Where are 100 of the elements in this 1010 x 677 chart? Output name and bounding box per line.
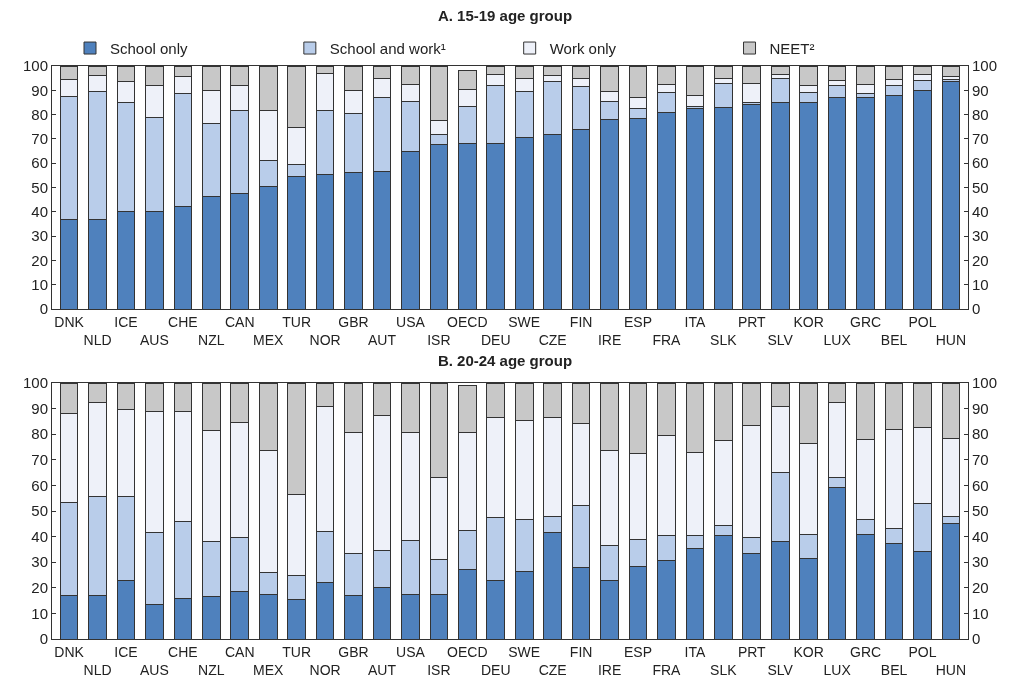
x-tick-label: IRE bbox=[597, 332, 622, 348]
x-tick-label: POL bbox=[908, 313, 937, 330]
x-tick-label: CHE bbox=[168, 313, 198, 330]
legend-label: NEET² bbox=[769, 39, 815, 57]
y2-tick-label: 100 bbox=[972, 57, 998, 75]
x-tick-label: DEU bbox=[481, 332, 511, 348]
x-tick-label: IRE bbox=[597, 662, 622, 677]
x-tick-label: GRC bbox=[850, 643, 882, 660]
x-tick-label: KOR bbox=[793, 313, 824, 330]
x-tick-label: SLK bbox=[710, 332, 738, 348]
y2-tick-label: 80 bbox=[972, 425, 989, 443]
y2-tick-label: 40 bbox=[972, 203, 989, 221]
x-tick-label: FRA bbox=[652, 662, 682, 677]
y-tick-label: 20 bbox=[31, 251, 48, 269]
x-tick-label: AUT bbox=[367, 662, 397, 677]
y-tick-label: 10 bbox=[31, 275, 48, 293]
x-tick-label: TUR bbox=[282, 313, 312, 330]
y2-tick-label: 0 bbox=[972, 630, 981, 648]
y-tick-label: 100 bbox=[22, 374, 48, 392]
x-tick-label: LUX bbox=[823, 332, 852, 348]
y-tick-label: 90 bbox=[31, 81, 48, 99]
y-tick-label: 10 bbox=[31, 604, 48, 622]
x-tick-label: OECD bbox=[447, 643, 488, 660]
y-tick-label: 40 bbox=[31, 527, 48, 545]
x-tick-label: FRA bbox=[652, 332, 682, 348]
x-tick-label: ISR bbox=[427, 332, 451, 348]
x-tick-label: PRT bbox=[737, 643, 767, 660]
x-tick-label: AUS bbox=[140, 662, 169, 677]
x-tick-label: HUN bbox=[935, 662, 967, 677]
y2-tick-label: 70 bbox=[972, 130, 989, 148]
x-tick-label: NOR bbox=[309, 662, 341, 677]
legend-label: Work only bbox=[549, 39, 617, 57]
x-tick-label: LUX bbox=[823, 662, 852, 677]
x-tick-label: PRT bbox=[737, 313, 767, 330]
x-tick-label: TUR bbox=[282, 643, 312, 660]
y-tick-label: 50 bbox=[31, 502, 48, 520]
x-tick-label: ISR bbox=[427, 662, 451, 677]
y2-tick-label: 50 bbox=[972, 502, 989, 520]
x-tick-label: ICE bbox=[114, 643, 138, 660]
x-tick-label: HUN bbox=[935, 332, 967, 348]
x-tick-label: SLK bbox=[710, 662, 738, 677]
y2-tick-label: 10 bbox=[972, 604, 989, 622]
x-tick-label: KOR bbox=[793, 643, 824, 660]
x-tick-label: FIN bbox=[569, 643, 593, 660]
x-tick-label: CHE bbox=[168, 643, 198, 660]
y-tick-label: 60 bbox=[31, 154, 48, 172]
x-tick-label: MEX bbox=[253, 332, 285, 348]
x-tick-label: OECD bbox=[447, 313, 488, 330]
x-tick-label: BEL bbox=[880, 332, 908, 348]
y-tick-label: 20 bbox=[31, 579, 48, 597]
x-tick-label: SLV bbox=[767, 332, 794, 348]
x-tick-label: SLV bbox=[767, 662, 794, 677]
y-tick-label: 80 bbox=[31, 105, 48, 123]
x-tick-label: NLD bbox=[83, 332, 112, 348]
y2-tick-label: 30 bbox=[972, 553, 989, 571]
x-tick-label: GBR bbox=[338, 643, 369, 660]
legend-label: School only bbox=[110, 39, 189, 57]
x-tick-label: AUT bbox=[367, 332, 397, 348]
y-tick-label: 30 bbox=[31, 553, 48, 571]
chart-title: A. 15-19 age group bbox=[437, 6, 573, 24]
y-tick-label: 80 bbox=[31, 425, 48, 443]
x-tick-label: USA bbox=[396, 313, 426, 330]
x-tick-label: NLD bbox=[83, 662, 112, 677]
x-tick-label: ICE bbox=[114, 313, 138, 330]
y2-tick-label: 0 bbox=[972, 300, 981, 318]
y-tick-label: 90 bbox=[31, 399, 48, 417]
x-tick-label: SWE bbox=[508, 643, 541, 660]
y-tick-label: 0 bbox=[39, 630, 48, 648]
y2-tick-label: 90 bbox=[972, 399, 989, 417]
y-tick-label: 30 bbox=[31, 227, 48, 245]
y2-tick-label: 80 bbox=[972, 105, 989, 123]
x-tick-label: NZL bbox=[198, 332, 225, 348]
y-tick-label: 0 bbox=[39, 300, 48, 318]
y2-tick-label: 30 bbox=[972, 227, 989, 245]
x-tick-label: DEU bbox=[481, 662, 511, 677]
x-tick-label: ITA bbox=[684, 313, 706, 330]
x-tick-label: POL bbox=[908, 643, 937, 660]
y2-tick-label: 20 bbox=[972, 579, 989, 597]
y2-tick-label: 70 bbox=[972, 451, 989, 469]
x-tick-label: NZL bbox=[198, 662, 225, 677]
y-tick-label: 50 bbox=[31, 178, 48, 196]
y-tick-label: 40 bbox=[31, 203, 48, 221]
chart-title: B. 20-24 age group bbox=[437, 351, 573, 369]
x-tick-label: CAN bbox=[224, 313, 255, 330]
x-tick-label: GRC bbox=[850, 313, 882, 330]
y2-tick-label: 90 bbox=[972, 81, 989, 99]
x-tick-label: SWE bbox=[508, 313, 541, 330]
y-tick-label: 60 bbox=[31, 476, 48, 494]
y2-tick-label: 60 bbox=[972, 476, 989, 494]
x-tick-label: FIN bbox=[569, 313, 593, 330]
y2-tick-label: 60 bbox=[972, 154, 989, 172]
x-tick-label: ESP bbox=[624, 643, 653, 660]
x-tick-label: NOR bbox=[309, 332, 341, 348]
x-tick-label: MEX bbox=[253, 662, 285, 677]
x-tick-label: GBR bbox=[338, 313, 369, 330]
x-tick-label: BEL bbox=[880, 662, 908, 677]
x-tick-label: DNK bbox=[54, 643, 85, 660]
x-tick-label: USA bbox=[396, 643, 426, 660]
y-tick-label: 70 bbox=[31, 130, 48, 148]
legend-label: School and work¹ bbox=[329, 39, 446, 57]
